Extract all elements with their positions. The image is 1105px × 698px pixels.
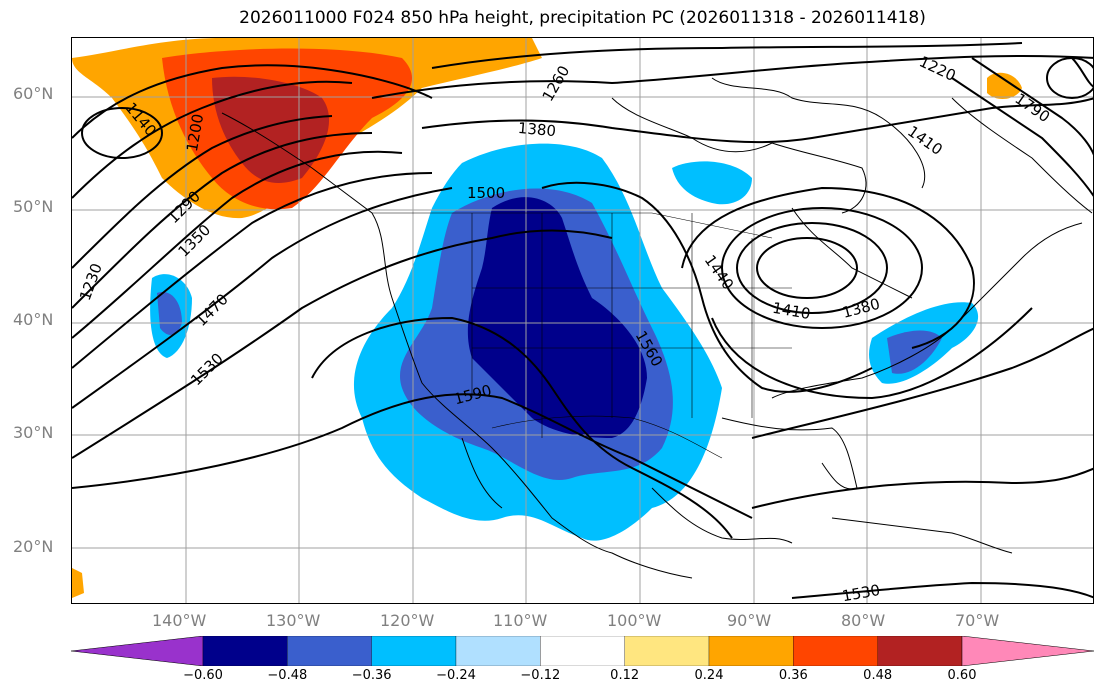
contour-label: 1230 bbox=[76, 261, 106, 303]
contour-label: 1350 bbox=[174, 221, 214, 261]
chart-title: 2026011000 F024 850 hPa height, precipit… bbox=[239, 8, 926, 28]
contour-label: 1500 bbox=[467, 184, 505, 202]
colorbar-tick-label: 0.48 bbox=[863, 668, 893, 683]
contour-label: 1440 bbox=[701, 252, 738, 294]
colorbar-cell bbox=[455, 636, 541, 666]
colorbar-cell bbox=[708, 636, 794, 666]
colorbar-cell bbox=[624, 636, 710, 666]
colorbar-tick-label: 0.60 bbox=[947, 668, 977, 683]
colorbar-tick-label: −0.24 bbox=[436, 668, 476, 683]
lon-label-70w: 70°W bbox=[955, 611, 1000, 630]
map-canvas: 1260 1220 1380 1410 1500 1440 1410 1380 … bbox=[72, 38, 1093, 604]
colorbar-tick-label: 0.12 bbox=[610, 668, 640, 683]
colorbar-cell bbox=[202, 636, 288, 666]
colorbar-cell bbox=[540, 636, 625, 666]
contour-label: 1260 bbox=[539, 62, 574, 104]
contour-label: 1380 bbox=[517, 119, 557, 140]
negative-anomaly-shading bbox=[150, 143, 979, 541]
colorbar-cell bbox=[371, 636, 457, 666]
colorbar-tick-label: −0.12 bbox=[520, 668, 561, 683]
political-borders bbox=[372, 212, 792, 459]
lon-label-120w: 120°W bbox=[380, 611, 435, 630]
colorbar-tick-label: 0.24 bbox=[694, 668, 724, 683]
colorbar-cell bbox=[287, 636, 372, 666]
lon-label-100w: 100°W bbox=[607, 611, 662, 630]
contour-label: 1530 bbox=[187, 349, 227, 389]
lon-label-140w: 140°W bbox=[152, 611, 207, 630]
colorbar-cell bbox=[793, 636, 878, 666]
lat-label-20n: 20°N bbox=[13, 537, 54, 556]
lat-label-30n: 30°N bbox=[13, 423, 54, 442]
lon-label-110w: 110°W bbox=[493, 611, 548, 630]
lat-label-50n: 50°N bbox=[13, 197, 54, 216]
contour-label: 1410 bbox=[904, 122, 946, 159]
contour-label: 1530 bbox=[841, 581, 882, 604]
lon-label-130w: 130°W bbox=[266, 611, 321, 630]
colorbar-cell bbox=[877, 636, 963, 666]
colorbar-extend-high bbox=[961, 636, 1094, 666]
lat-label-60n: 60°N bbox=[13, 84, 54, 103]
colorbar-tick-label: −0.36 bbox=[351, 668, 392, 683]
colorbar-tick-label: 0.36 bbox=[778, 668, 808, 683]
colorbar-extend-low bbox=[71, 636, 204, 666]
contour-label: 1790 bbox=[1012, 90, 1054, 127]
contour-label: 1410 bbox=[771, 299, 812, 323]
height-contours bbox=[72, 42, 1093, 599]
lat-label-40n: 40°N bbox=[13, 310, 54, 329]
lon-label-80w: 80°W bbox=[841, 611, 886, 630]
positive-anomaly-shading bbox=[72, 38, 1022, 598]
colorbar-tick-label: −0.60 bbox=[183, 668, 223, 683]
map-panel: 1260 1220 1380 1410 1500 1440 1410 1380 … bbox=[71, 37, 1094, 604]
lon-label-90w: 90°W bbox=[727, 611, 772, 630]
colorbar-tick-label: −0.48 bbox=[267, 668, 308, 683]
colorbar bbox=[71, 636, 1094, 666]
